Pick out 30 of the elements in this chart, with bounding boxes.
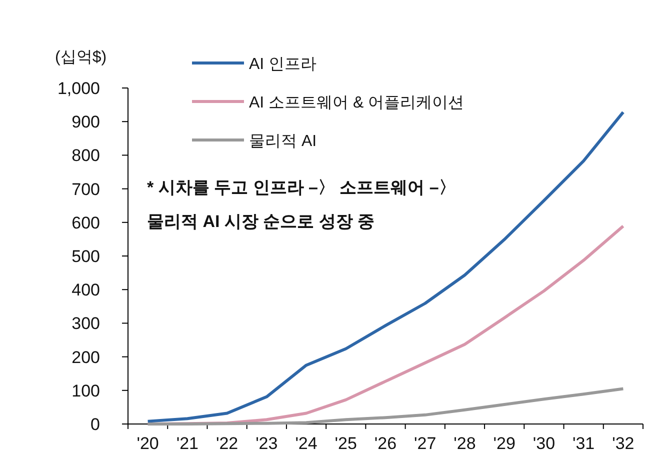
annotation: * 시차를 두고 인프라 –〉 소프트웨어 –〉	[147, 178, 456, 197]
x-tick-label: '28	[454, 434, 476, 453]
y-tick-label: 900	[72, 112, 100, 132]
x-tick-label: '29	[493, 434, 516, 453]
y-axis-title: (십억$)	[55, 49, 107, 66]
x-tick-label: '31	[572, 434, 595, 453]
y-tick-label: 300	[72, 314, 100, 334]
y-tick-label: 400	[72, 280, 100, 300]
y-tick-label: 500	[72, 247, 100, 266]
x-tick-label: '27	[414, 434, 436, 453]
x-tick-label: '26	[374, 434, 397, 453]
x-tick-label: '21	[176, 434, 198, 453]
x-tick-label: '20	[136, 434, 159, 453]
y-tick-label: 100	[72, 381, 100, 400]
legend-label: 물리적 AI	[249, 133, 317, 150]
y-tick-label: 0	[90, 415, 100, 434]
y-tick-label: 200	[72, 348, 100, 367]
annotation: 물리적 AI 시장 순으로 성장 중	[147, 212, 375, 231]
x-tick-label: '22	[216, 434, 238, 453]
legend-label: AI 소프트웨어 & 어플리케이션	[249, 94, 464, 112]
y-tick-label: 600	[72, 213, 100, 232]
x-tick-label: '30	[532, 434, 556, 453]
x-tick-label: '23	[256, 434, 278, 453]
legend-label: AI 인프라	[249, 56, 317, 73]
y-tick-label: 800	[72, 146, 100, 166]
x-tick-label: '24	[295, 434, 318, 453]
y-tick-label: 700	[72, 180, 100, 199]
x-tick-label: '25	[334, 434, 357, 453]
x-tick-label: '32	[612, 434, 634, 453]
y-tick-label: 1,000	[57, 79, 100, 98]
